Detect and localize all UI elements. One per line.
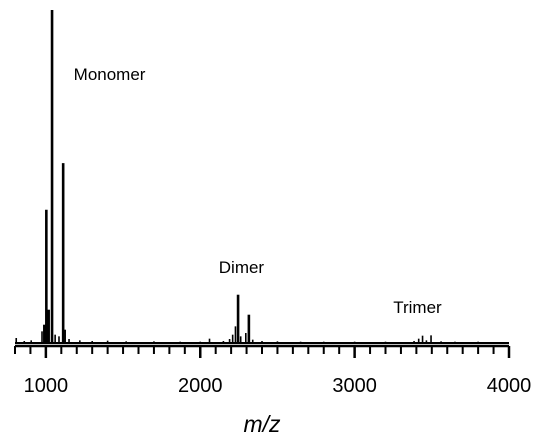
x-axis-tick-labels: 1000 2000 3000 4000: [24, 375, 532, 397]
x-tick-label: 2000: [178, 375, 223, 397]
annotation-trimer: Trimer: [393, 298, 442, 317]
x-axis: [14, 344, 511, 358]
annotation-dimer: Dimer: [219, 258, 265, 277]
peak-annotations: Monomer Dimer Trimer: [74, 65, 442, 317]
x-tick-label: 4000: [487, 375, 532, 397]
x-axis-ticks: [14, 346, 511, 358]
x-tick-label: 3000: [332, 375, 377, 397]
spectrum-peaks: [15, 10, 503, 343]
annotation-monomer: Monomer: [74, 65, 146, 84]
x-axis-label: m/z: [243, 411, 281, 437]
x-tick-label: 1000: [24, 375, 69, 397]
